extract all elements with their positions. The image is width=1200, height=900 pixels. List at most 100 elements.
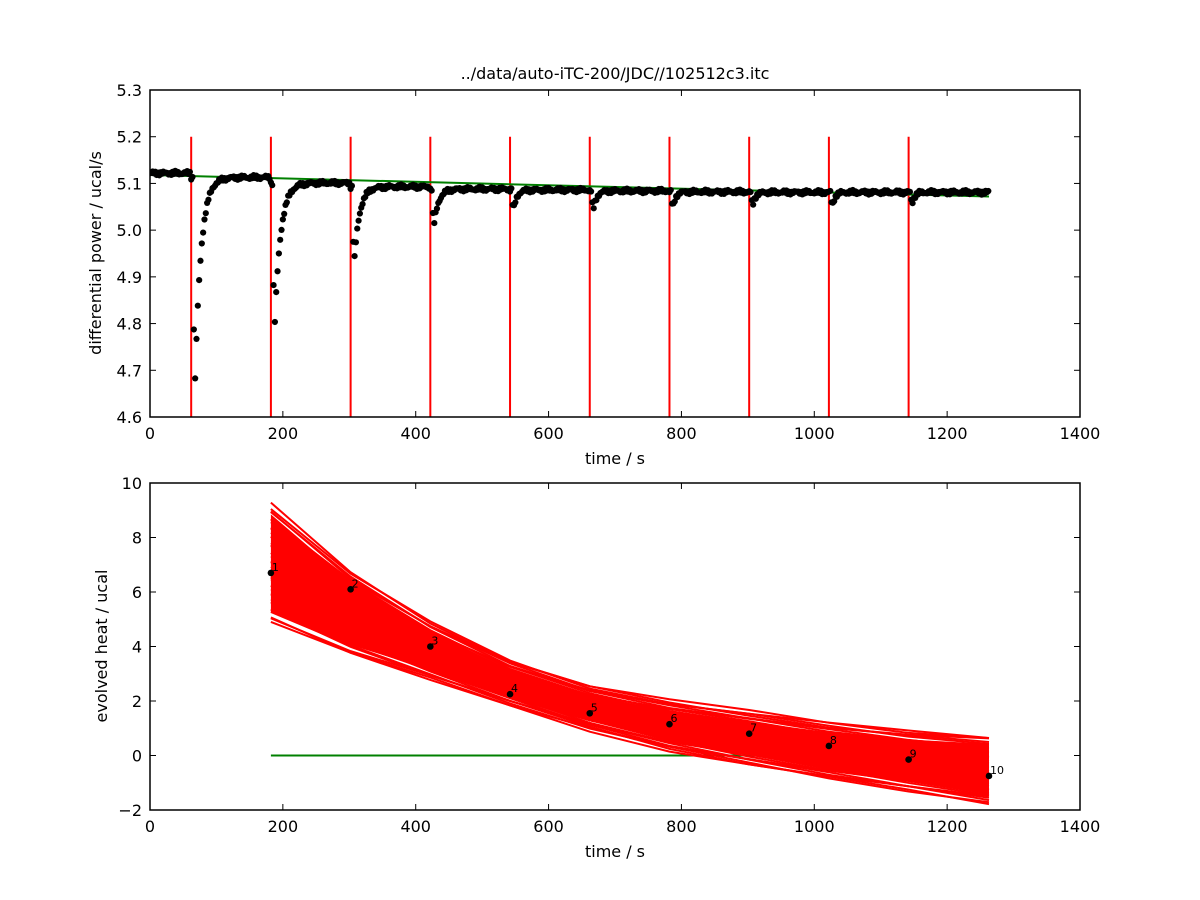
data-point — [985, 187, 992, 195]
data-point — [281, 210, 288, 217]
model-curve — [270, 621, 990, 806]
x-tick-label: 800 — [666, 817, 697, 836]
plot-area: 1 2 3 4 5 6 7 8 9 10 — [267, 501, 1004, 806]
data-point — [192, 375, 199, 382]
y-tick-label: 5.0 — [117, 221, 142, 240]
point-label: 5 — [591, 701, 598, 714]
x-axis-label: time / s — [585, 449, 645, 468]
data-point — [201, 216, 208, 223]
x-tick-label: 0 — [145, 817, 155, 836]
data-point — [355, 217, 362, 224]
data-point — [198, 240, 205, 247]
plot-frame — [149, 89, 1081, 418]
x-tick-label: 1000 — [794, 817, 835, 836]
data-point — [194, 302, 201, 309]
y-axis-label: evolved heat / ucal — [92, 570, 111, 723]
data-point — [433, 205, 441, 212]
data-point — [270, 281, 277, 289]
point-label: 1 — [272, 561, 279, 574]
data-point — [348, 182, 356, 189]
data-point — [278, 226, 285, 234]
data-point — [273, 289, 280, 296]
data-point — [200, 229, 207, 236]
plot-area — [150, 136, 992, 417]
x-tick-label: 0 — [145, 424, 155, 443]
data-point — [909, 200, 916, 207]
observed-point — [745, 730, 753, 737]
y-tick-label: 6 — [132, 583, 142, 602]
data-point — [269, 182, 276, 189]
observed-point — [825, 742, 833, 750]
y-tick-label: 4.7 — [117, 361, 142, 380]
y-tick-label: 8 — [132, 529, 142, 548]
data-point — [277, 236, 284, 243]
observed-point — [427, 643, 434, 650]
y-tick-label: 2 — [132, 692, 142, 711]
observed-point — [905, 756, 912, 763]
data-point — [671, 198, 678, 205]
data-point — [356, 210, 364, 217]
x-tick-label: 600 — [533, 424, 564, 443]
observed-point — [347, 585, 354, 593]
data-point — [906, 188, 914, 195]
data-point — [354, 225, 361, 232]
data-point — [750, 201, 757, 208]
x-tick-label: 1200 — [927, 424, 968, 443]
power-trace-chart: ../data/auto-iTC-200/JDC//102512c3.itc 0… — [86, 64, 1100, 468]
y-tick-label: 5.1 — [117, 174, 142, 193]
observed-point — [506, 690, 514, 698]
data-point — [359, 200, 366, 208]
y-tick-label: 5.2 — [117, 128, 142, 147]
model-curve — [270, 501, 990, 740]
data-point — [590, 205, 597, 212]
data-point — [431, 219, 438, 227]
x-tick-label: 1400 — [1060, 817, 1101, 836]
data-point — [205, 196, 212, 203]
x-tick-label: 800 — [666, 424, 697, 443]
x-tick-label: 200 — [268, 817, 299, 836]
point-label: 4 — [511, 682, 518, 695]
data-layer — [150, 136, 992, 417]
data-point — [827, 187, 834, 195]
chart-title: ../data/auto-iTC-200/JDC//102512c3.itc — [461, 64, 770, 83]
y-tick-label: 4.6 — [117, 408, 142, 427]
data-point — [667, 186, 674, 194]
data-point — [197, 257, 204, 264]
y-tick-label: 4.8 — [117, 315, 142, 334]
data-point — [189, 173, 196, 181]
observed-point — [985, 772, 993, 780]
x-tick-label: 400 — [400, 424, 431, 443]
data-point — [747, 189, 754, 196]
data-point — [186, 168, 193, 176]
observed-point — [267, 569, 275, 577]
model-curve — [270, 521, 990, 750]
y-tick-label: 4 — [132, 638, 142, 657]
data-point — [352, 239, 360, 246]
data-point — [190, 326, 197, 333]
data-point — [351, 253, 358, 260]
x-tick-label: 1000 — [794, 424, 835, 443]
y-axis-label: differential power / ucal/s — [86, 151, 105, 355]
y-tick-label: 0 — [132, 747, 142, 766]
data-point — [202, 210, 209, 217]
data-point — [587, 188, 595, 195]
observed-point — [586, 709, 594, 717]
point-label: 6 — [670, 712, 677, 725]
point-label: 8 — [830, 734, 837, 747]
observed-point — [666, 720, 673, 728]
point-label: 2 — [352, 577, 359, 590]
x-tick-label: 200 — [268, 424, 299, 443]
y-tick-label: 5.3 — [117, 81, 142, 100]
x-tick-label: 1200 — [927, 817, 968, 836]
point-label: 3 — [431, 635, 438, 648]
x-tick-label: 400 — [400, 817, 431, 836]
y-tick-label: 10 — [122, 474, 142, 493]
data-point — [279, 216, 286, 223]
x-axis-label: time / s — [585, 842, 645, 861]
data-point — [274, 268, 281, 275]
data-point — [275, 250, 282, 257]
y-tick-label: −2 — [118, 801, 142, 820]
x-tick-label: 1400 — [1060, 424, 1101, 443]
